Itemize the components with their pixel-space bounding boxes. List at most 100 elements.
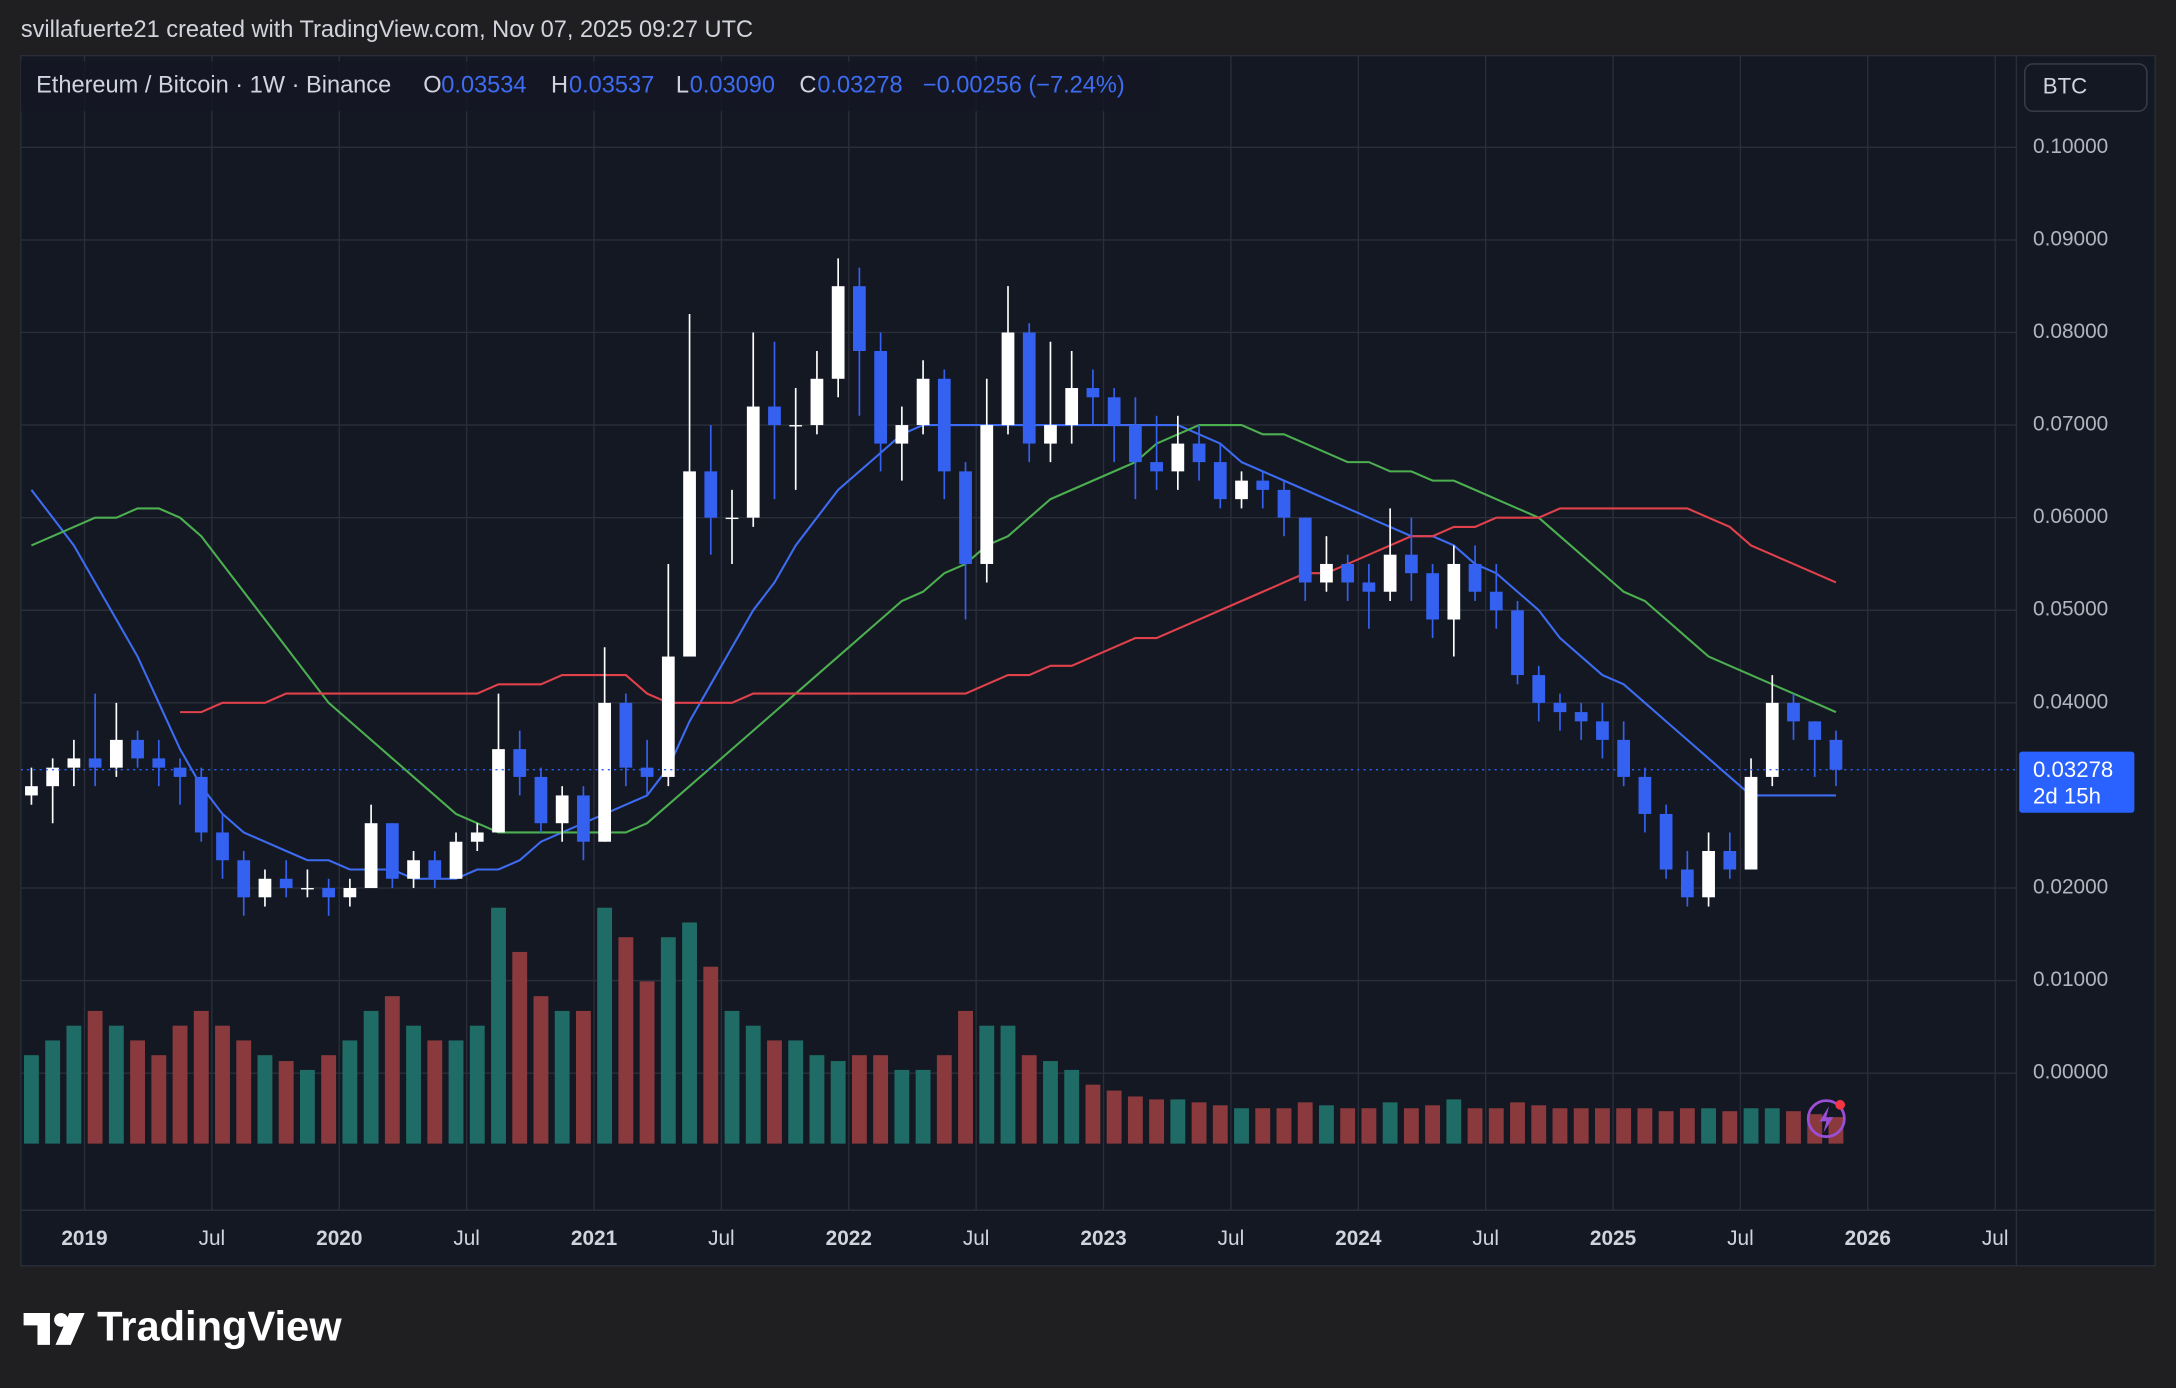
volume-bar: [575, 1010, 591, 1144]
candle-body: [88, 758, 102, 768]
candle-body: [1468, 563, 1482, 592]
volume-bar: [1425, 1105, 1441, 1144]
volume-bar: [151, 1055, 167, 1144]
candle-body: [216, 832, 229, 861]
ohlc-key: L: [676, 71, 689, 97]
volume-bar: [1043, 1061, 1058, 1144]
y-tick-label: 0.00000: [2033, 1061, 2108, 1084]
ma-line: [180, 507, 1837, 714]
volume-bar: [1127, 1096, 1143, 1144]
volume-bar: [448, 1040, 464, 1144]
currency-label[interactable]: BTC: [2043, 73, 2087, 98]
candle-body: [1001, 332, 1015, 426]
candle-body: [768, 406, 781, 426]
volume-bar: [1340, 1108, 1356, 1144]
volume-bar: [1467, 1108, 1483, 1144]
volume-bar: [1743, 1108, 1759, 1144]
volume-bar: [915, 1069, 931, 1144]
volume-bar: [1319, 1105, 1334, 1144]
volume-bar: [108, 1025, 124, 1144]
volume-bar: [597, 907, 613, 1144]
volume-bar: [87, 1010, 103, 1144]
legend-backdrop: [20, 61, 1159, 112]
volume-bar: [618, 937, 634, 1144]
x-tick-label: 2023: [1080, 1227, 1126, 1250]
volume-bar: [45, 1040, 61, 1144]
candle-body: [980, 425, 994, 564]
candle-body: [1829, 739, 1843, 770]
candle-body: [1426, 573, 1439, 620]
ohlc-key: H: [551, 71, 568, 97]
volume-bar: [1701, 1108, 1717, 1144]
candle-body: [555, 795, 569, 824]
candle-body: [1574, 712, 1588, 722]
volume-bar: [1616, 1108, 1632, 1144]
volume-bar: [342, 1040, 358, 1144]
last-price-box: [2019, 751, 2135, 813]
volume-bar: [1297, 1102, 1313, 1144]
candle-body: [428, 860, 442, 879]
volume-bar: [1446, 1099, 1462, 1144]
candle-body: [1129, 425, 1142, 463]
change: −0.00256 (−7.24%): [923, 71, 1125, 97]
candle-body: [1192, 443, 1206, 463]
volume-bar: [936, 1055, 952, 1144]
candle-body: [152, 758, 166, 768]
volume-bar: [299, 1069, 315, 1144]
candle-body: [1341, 563, 1355, 583]
volume-bar: [1637, 1108, 1653, 1144]
x-tick-label: 2026: [1845, 1227, 1891, 1250]
candle-body: [1489, 591, 1503, 611]
currency-button[interactable]: [2024, 63, 2148, 112]
x-tick-label: 2022: [826, 1227, 872, 1250]
y-tick-label: 0.08000: [2033, 320, 2108, 343]
candle-body: [1553, 702, 1567, 713]
candle-body: [492, 749, 505, 833]
candle-body: [853, 286, 866, 351]
candle-body: [513, 749, 527, 777]
candle-body: [1404, 554, 1418, 574]
symbol-title: Ethereum / Bitcoin · 1W · Binance: [36, 71, 391, 97]
volume-bar: [1658, 1111, 1674, 1144]
ma-line: [31, 424, 1837, 834]
volume-bar: [193, 1010, 209, 1144]
ohlc-value: 0.03534: [441, 71, 526, 97]
candle-body: [279, 878, 293, 889]
candle-body: [1235, 480, 1248, 500]
y-tick-label: 0.04000: [2033, 690, 2108, 713]
volume-bar: [1021, 1055, 1037, 1144]
candle-body: [1065, 388, 1079, 426]
candle-body: [109, 739, 123, 768]
candle-body: [1765, 702, 1779, 777]
candle-body: [746, 406, 760, 518]
y-tick-label: 0.01000: [2033, 968, 2108, 991]
candle-body: [1659, 813, 1673, 870]
candle-body: [831, 286, 845, 379]
x-tick-label: Jul: [1218, 1227, 1245, 1250]
candle-body: [959, 471, 972, 564]
y-tick-label: 0.06000: [2033, 505, 2108, 528]
volume-bar: [257, 1055, 273, 1144]
volume-bar: [809, 1055, 825, 1144]
volume-bar: [1000, 1025, 1016, 1144]
candle-body: [1638, 776, 1652, 814]
alert-icon[interactable]: [1806, 1099, 1846, 1139]
volume-bar: [1276, 1108, 1292, 1144]
volume-bar: [724, 1010, 740, 1144]
y-tick-label: 0.10000: [2033, 135, 2108, 158]
x-tick-label: Jul: [453, 1227, 480, 1250]
ma-line: [30, 424, 1836, 880]
volume-bar: [767, 1040, 782, 1144]
volume-bar: [1552, 1108, 1568, 1144]
candle-body: [661, 656, 675, 777]
candle-body: [1596, 721, 1609, 740]
volume-bar: [1255, 1108, 1271, 1144]
candle-body: [598, 702, 612, 842]
candle-body: [194, 776, 208, 833]
volume-bar: [1106, 1090, 1122, 1144]
volume-bar: [554, 1010, 570, 1144]
candle-body: [1511, 610, 1524, 676]
volume-bar: [1212, 1105, 1228, 1144]
volume-bar: [1064, 1069, 1080, 1144]
candle-body: [1808, 721, 1822, 740]
